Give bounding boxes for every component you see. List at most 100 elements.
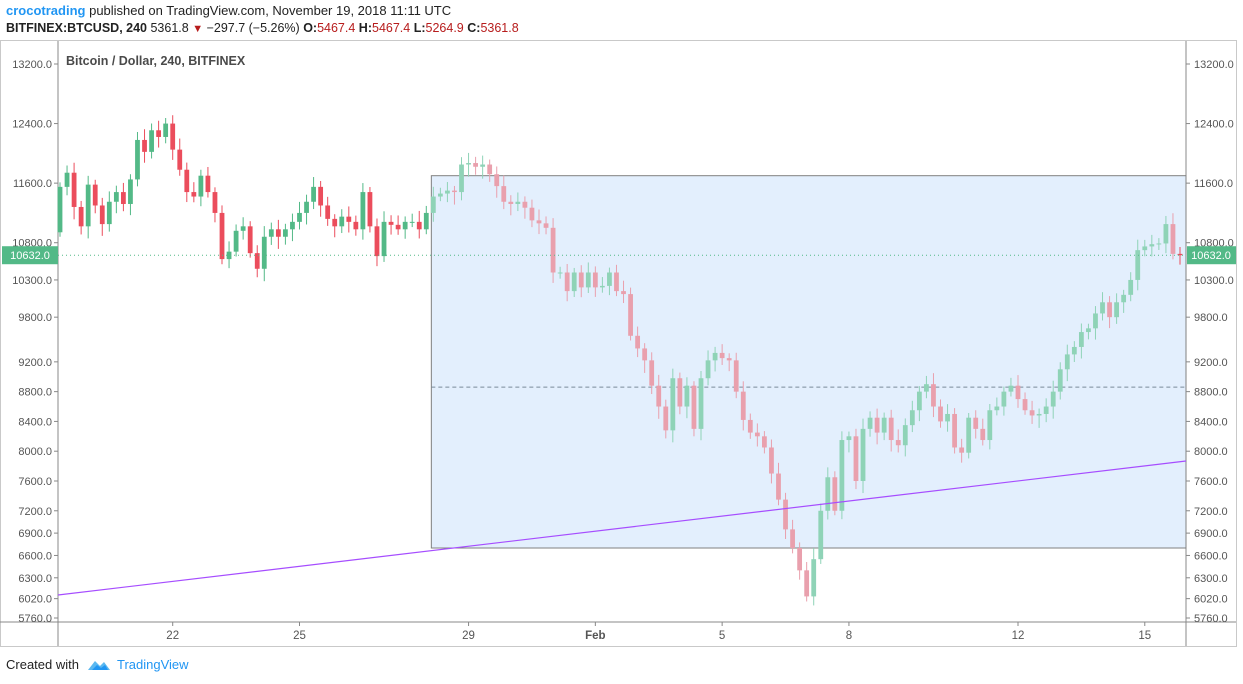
candle (839, 440, 845, 511)
candle (1050, 391, 1056, 407)
created-with-text: Created with (6, 657, 79, 672)
candle (149, 130, 154, 152)
tradingview-brand-link[interactable]: TradingView (116, 657, 189, 672)
outer-frame (0, 40, 1237, 647)
candle (642, 348, 648, 361)
candle (804, 570, 810, 597)
candle (1086, 328, 1091, 333)
candle (614, 272, 619, 292)
candle (1093, 313, 1098, 329)
candle (304, 201, 309, 213)
candle (762, 436, 767, 448)
candle (747, 419, 753, 433)
candle (529, 207, 535, 221)
candle (78, 206, 84, 227)
candle (247, 226, 253, 254)
candle (170, 123, 176, 150)
candle (670, 378, 676, 431)
candle (740, 391, 746, 420)
y-tick-label-left: 6300.0 (18, 573, 52, 585)
y-tick-label-left: 11600.0 (13, 178, 52, 190)
y-tick-label-right: 13200.0 (1194, 59, 1234, 71)
candle (494, 174, 500, 187)
candle (656, 385, 662, 407)
symbol-label: BITFINEX:BTCUSD, 240 (6, 21, 147, 35)
y-tick-label-left: 9200.0 (18, 357, 52, 369)
candle (339, 216, 345, 227)
candle (437, 193, 443, 197)
candle (825, 477, 831, 511)
candle (1177, 253, 1183, 256)
y-tick-label-right: 7600.0 (1194, 476, 1228, 488)
y-tick-label-right: 6900.0 (1194, 528, 1228, 540)
candle (445, 190, 450, 194)
candle (402, 221, 408, 230)
candle (1149, 244, 1155, 247)
candle (71, 172, 77, 207)
candle (733, 360, 739, 392)
published-text: published on TradingView.com, November 1… (89, 3, 452, 18)
candle (353, 221, 359, 230)
candle (430, 196, 436, 213)
last-price: 5361.8 (150, 21, 189, 35)
y-tick-label-left: 6020.0 (18, 594, 52, 606)
candle (649, 360, 655, 386)
candle (902, 425, 908, 446)
candle (684, 385, 690, 407)
candle (1135, 250, 1141, 280)
candle (874, 417, 880, 433)
range-box (430, 175, 1187, 549)
candle (959, 447, 965, 453)
y-tick-label-right: 9800.0 (1194, 312, 1228, 324)
author-link[interactable]: crocotrading (6, 3, 86, 18)
candle (987, 410, 993, 441)
x-tick-label: 5 (719, 630, 725, 642)
y-tick-label-left: 7600.0 (18, 476, 52, 488)
open-label: O: (303, 21, 318, 35)
candle (881, 417, 887, 433)
y-tick-label-left: 8400.0 (18, 416, 52, 428)
candle (466, 163, 471, 165)
candle (1163, 224, 1169, 244)
candle (860, 428, 866, 481)
candle (297, 212, 302, 222)
candle (191, 192, 197, 197)
candle (480, 164, 486, 167)
y-tick-label-left: 5760.0 (18, 613, 52, 625)
candle (409, 221, 415, 223)
candle (1036, 413, 1042, 416)
y-tick-label-right: 12400.0 (1194, 119, 1234, 131)
x-tick-label: 25 (293, 630, 306, 642)
candle (233, 230, 239, 252)
price-tag-right (1187, 246, 1236, 265)
candle (1071, 346, 1077, 355)
candle (924, 384, 929, 392)
candle (240, 226, 246, 231)
close-label: C: (467, 21, 481, 35)
candle (1015, 385, 1021, 400)
candle (931, 384, 936, 407)
candle (585, 272, 591, 288)
y-tick-label-left: 10300.0 (12, 275, 52, 287)
candle (607, 272, 612, 286)
candle (99, 205, 105, 225)
candle (543, 223, 549, 228)
symbol-info: BITFINEX:BTCUSD, 240 5361.8 ▼ −297.7 (−5… (6, 21, 519, 35)
candle (1064, 354, 1070, 370)
candle (973, 417, 979, 429)
candle (423, 212, 429, 230)
publish-info: crocotrading published on TradingView.co… (6, 3, 451, 18)
candle (677, 378, 683, 407)
candle (226, 251, 232, 260)
candle (219, 212, 225, 260)
candle (621, 291, 626, 295)
candle (790, 529, 795, 549)
candle (1107, 302, 1112, 318)
x-tick-label: 8 (846, 630, 852, 642)
candle (867, 417, 873, 429)
y-tick-label-right: 6600.0 (1194, 550, 1228, 562)
open-value: 5467.4 (317, 21, 356, 35)
candle (367, 192, 373, 227)
candle (712, 352, 718, 361)
